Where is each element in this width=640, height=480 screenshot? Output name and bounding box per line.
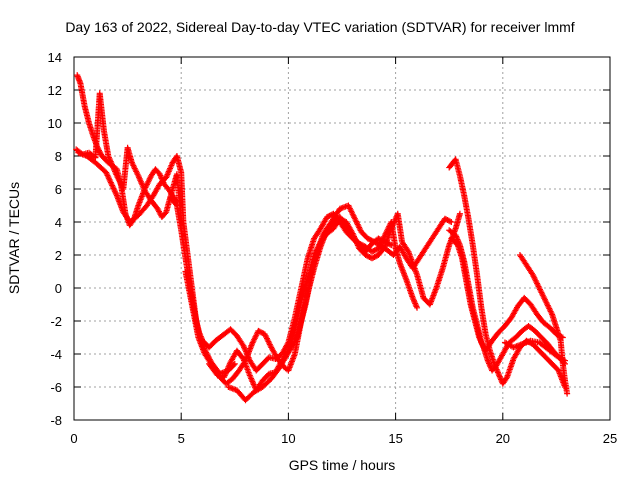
y-tick-label: 10 <box>48 116 62 131</box>
y-tick-label: 4 <box>55 215 62 230</box>
data-point-marker <box>503 375 510 382</box>
data-point-marker <box>414 304 421 311</box>
series-trace-2 <box>73 90 185 222</box>
data-point-marker <box>564 390 571 397</box>
series-trace-6 <box>206 210 463 394</box>
chart-title: Day 163 of 2022, Sidereal Day-to-day VTE… <box>65 19 574 35</box>
data-point-marker <box>172 201 179 208</box>
data-point-marker <box>561 357 568 364</box>
x-tick-label: 25 <box>603 431 617 446</box>
y-tick-label: 12 <box>48 83 62 98</box>
y-tick-label: 8 <box>55 149 62 164</box>
y-tick-label: -4 <box>50 347 62 362</box>
x-tick-label: 10 <box>281 431 295 446</box>
series-trace-9 <box>446 227 566 354</box>
x-tick-label: 0 <box>70 431 77 446</box>
series-layer <box>73 72 571 404</box>
data-point-marker <box>456 210 463 217</box>
data-point-marker <box>448 219 455 225</box>
data-point-marker <box>447 218 454 225</box>
x-tick-label: 5 <box>178 431 185 446</box>
series-trace-12 <box>501 337 568 364</box>
y-tick-label: -6 <box>50 380 62 395</box>
x-tick-label: 15 <box>388 431 402 446</box>
plot-frame <box>73 56 611 421</box>
y-tick-label: 2 <box>55 248 62 263</box>
tick-layer: 0 5 10 15 20 25 -8 -6 -4 -2 0 2 4 6 8 10 12 14 <box>48 50 618 446</box>
x-axis-label: GPS time / hours <box>289 457 396 473</box>
y-axis-label: SDTVAR / TECUs <box>6 182 22 294</box>
data-point-marker <box>293 335 300 342</box>
y-tick-label: 6 <box>55 182 62 197</box>
y-tick-label: -8 <box>50 413 62 428</box>
data-point-marker <box>387 241 394 248</box>
series-trace-10 <box>448 235 568 374</box>
y-tick-label: 0 <box>55 281 62 296</box>
y-tick-label: -2 <box>50 314 62 329</box>
y-tick-label: 14 <box>48 50 62 65</box>
data-point-marker <box>560 356 567 363</box>
grid-layer <box>74 57 610 420</box>
series-trace-7 <box>225 202 455 404</box>
x-tick-label: 20 <box>496 431 510 446</box>
